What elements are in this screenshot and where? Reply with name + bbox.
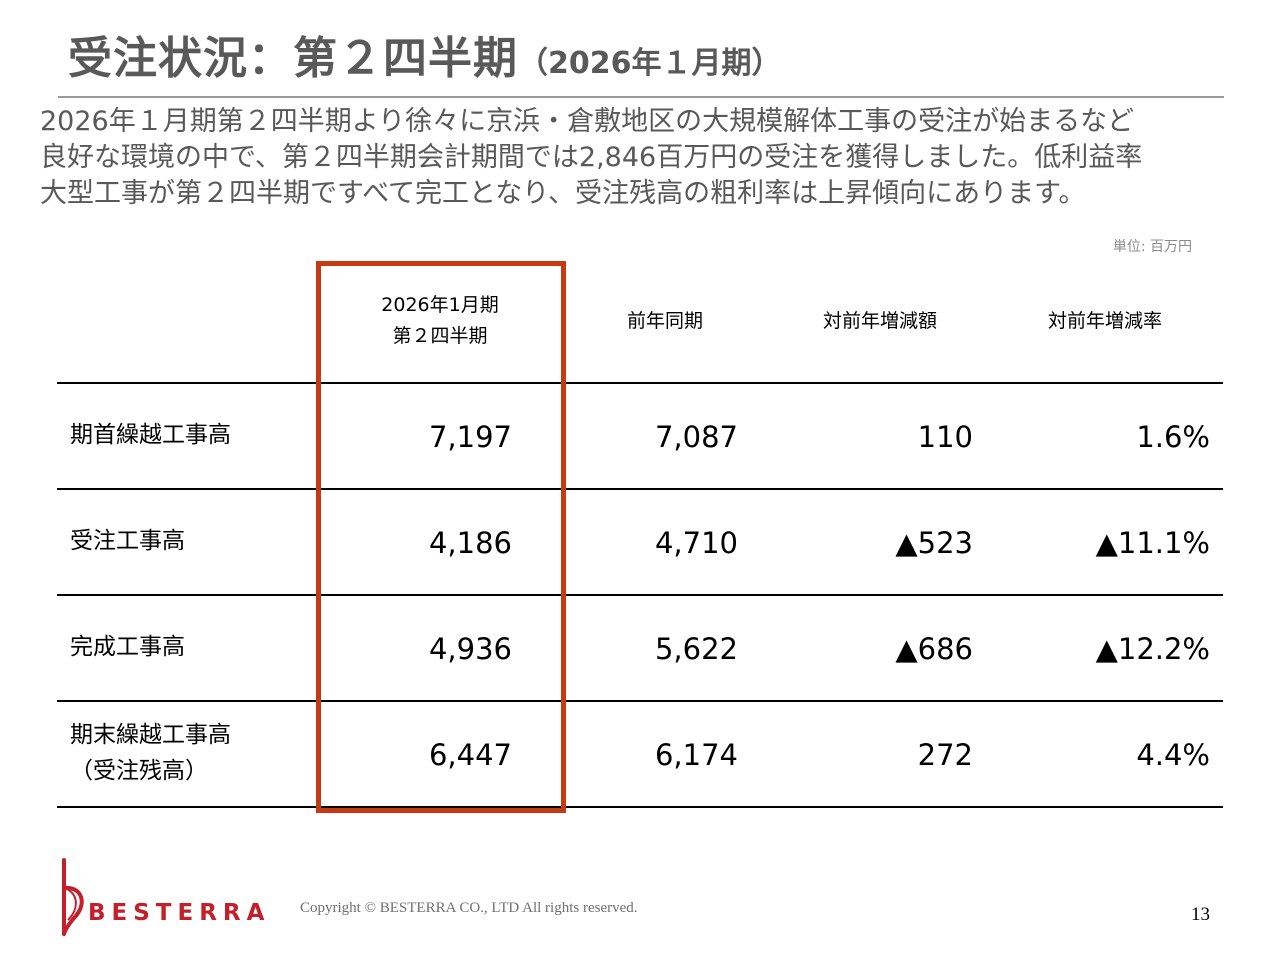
table-header: 2026年1月期 第２四半期 前年同期 対前年増減額 対前年増減率	[0, 260, 1280, 382]
row-label-line2: （受注残高）	[70, 758, 208, 784]
cell-rate: 1.6%	[1136, 420, 1210, 454]
header-current-period: 2026年1月期 第２四半期	[320, 290, 560, 352]
cell-prior: 5,622	[654, 632, 738, 666]
table-rule	[57, 382, 1223, 384]
header-current-line1: 2026年1月期	[381, 294, 499, 316]
cell-current: 4,936	[428, 632, 512, 666]
row-label-line1: 期末繰越工事高	[70, 722, 231, 748]
title-divider	[58, 96, 1224, 98]
cell-diff: 110	[917, 420, 973, 454]
cell-current: 7,197	[428, 420, 512, 454]
cell-prior: 7,087	[654, 420, 738, 454]
table-rule	[57, 594, 1223, 596]
page-number: 13	[1191, 904, 1210, 925]
logo-wordmark: BESTERRA	[88, 900, 271, 926]
row-label: 受注工事高	[70, 528, 185, 554]
cell-current: 4,186	[428, 526, 512, 560]
current-period-highlight-box	[316, 261, 566, 813]
table-row: 期末繰越工事高 （受注残高） 6,447 6,174 272 4.4%	[0, 702, 1280, 806]
unit-label: 単位: 百万円	[1112, 239, 1192, 255]
header-prior-period: 前年同期	[626, 310, 703, 332]
row-label: 完成工事高	[70, 634, 185, 660]
cell-rate: ▲12.2%	[1095, 632, 1210, 666]
cell-diff: 272	[917, 738, 973, 772]
cell-current: 6,447	[428, 738, 512, 772]
table-row: 完成工事高 4,936 5,622 ▲686 ▲12.2%	[0, 596, 1280, 700]
slide-title-main: 受注状況：第２四半期	[68, 33, 518, 84]
table-row: 期首繰越工事高 7,197 7,087 110 1.6%	[0, 384, 1280, 488]
slide-title-period: （2026年１月期）	[518, 46, 782, 81]
header-current-line2: 第２四半期	[392, 325, 488, 347]
cell-prior: 4,710	[654, 526, 738, 560]
row-label: 期末繰越工事高 （受注残高）	[70, 717, 231, 789]
cell-rate: 4.4%	[1136, 738, 1210, 772]
table-rule	[57, 700, 1223, 702]
table-rule	[57, 806, 1223, 808]
cell-rate: ▲11.1%	[1095, 526, 1210, 560]
cell-prior: 6,174	[654, 738, 738, 772]
table-row: 受注工事高 4,186 4,710 ▲523 ▲11.1%	[0, 490, 1280, 594]
intro-line: 2026年１月期第２四半期より徐々に京浜・倉敷地区の大規模解体工事の受注が始まる…	[40, 106, 1135, 137]
cell-diff: ▲686	[895, 632, 973, 666]
copyright-notice: Copyright © BESTERRA CO., LTD All rights…	[300, 900, 638, 916]
besterra-logo-icon	[62, 858, 84, 936]
intro-paragraph: 2026年１月期第２四半期より徐々に京浜・倉敷地区の大規模解体工事の受注が始まる…	[40, 104, 1265, 212]
table-rule	[57, 488, 1223, 490]
intro-line: 大型工事が第２四半期ですべて完工となり、受注残高の粗利率は上昇傾向にあります。	[40, 178, 1086, 209]
cell-diff: ▲523	[895, 526, 973, 560]
intro-line: 良好な環境の中で、第２四半期会計期間では2,846百万円の受注を獲得しました。低…	[40, 142, 1143, 173]
header-yoy-amount: 対前年増減額	[822, 310, 937, 332]
row-label: 期首繰越工事高	[70, 422, 231, 448]
slide-title: 受注状況：第２四半期（2026年１月期）	[68, 22, 782, 86]
header-yoy-rate: 対前年増減率	[1047, 310, 1162, 332]
